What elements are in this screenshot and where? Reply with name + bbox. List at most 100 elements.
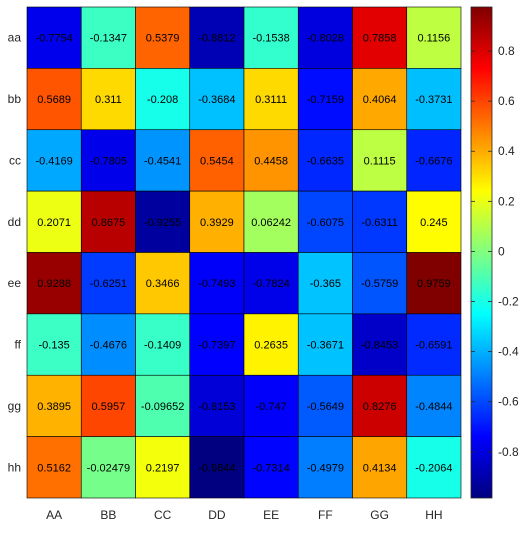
cell-value-label: -0.7314 <box>252 462 289 474</box>
cell-value-label: -0.6676 <box>415 155 452 167</box>
cell-value-label: 0.2071 <box>37 217 71 229</box>
heatmap-cell-dd-EE <box>243 190 299 253</box>
colorbar-tick-label: 0.4 <box>498 144 515 158</box>
colorbar-tick-label: 0 <box>498 244 505 258</box>
heatmap-cell-gg-GG <box>352 374 408 437</box>
cell-value-label: -0.2064 <box>415 462 452 474</box>
cell-value-label: 0.245 <box>420 217 448 229</box>
cell-value-label: 0.7858 <box>363 33 397 45</box>
cell-value-label: 0.9288 <box>37 278 71 290</box>
cell-value-label: -0.7493 <box>198 278 235 290</box>
x-axis-tick-labels: AA BB CC DD EE FF GG HH <box>46 508 442 522</box>
heatmap-cell-aa-AA <box>26 6 82 69</box>
heatmap-cell-cc-EE <box>243 129 299 192</box>
heatmap-cell-ff-HH <box>406 313 462 376</box>
cell-value-label: 0.3929 <box>200 217 234 229</box>
cell-value-label: -0.4844 <box>415 401 452 413</box>
colorbar-tick-label: 0.8 <box>498 44 515 58</box>
x-tick-label: GG <box>370 508 389 522</box>
y-tick-label: bb <box>8 92 22 106</box>
cell-value-label: 0.5162 <box>37 462 71 474</box>
colorbar-tick-label: 0.2 <box>498 194 515 208</box>
colorbar-tick-label: -0.6 <box>498 395 519 409</box>
heatmap-cell-gg-HH <box>406 374 462 437</box>
heatmap-cell-bb-EE <box>243 68 299 131</box>
cell-value-label: 0.8276 <box>363 401 397 413</box>
cell-value-label: -0.135 <box>39 340 70 352</box>
cell-value-label: -0.6591 <box>415 340 452 352</box>
heatmap-cell-cc-CC <box>135 129 191 192</box>
cell-value-label: -0.4979 <box>307 462 344 474</box>
heatmap-cell-cc-GG <box>352 129 408 192</box>
x-tick-label: AA <box>46 508 62 522</box>
cell-value-label: -0.8153 <box>198 401 235 413</box>
cell-value-label: 0.1115 <box>364 155 396 167</box>
cell-value-label: 0.8675 <box>92 217 126 229</box>
cell-value-label: -0.5649 <box>307 401 344 413</box>
heatmap-cell-hh-EE <box>243 436 299 499</box>
heatmap-cell-ff-FF <box>297 313 353 376</box>
y-tick-label: cc <box>9 153 21 167</box>
colorbar <box>470 6 493 499</box>
x-tick-label: HH <box>425 508 442 522</box>
cell-value-label: 0.5379 <box>146 33 180 45</box>
heatmap-cell-cc-FF <box>297 129 353 192</box>
cell-value-label: 0.06242 <box>251 217 291 229</box>
cell-value-label: -0.3684 <box>198 94 235 106</box>
cell-value-label: -0.7159 <box>307 94 344 106</box>
heatmap-cell-cc-BB <box>80 129 136 192</box>
cell-value-label: -0.7824 <box>252 278 289 290</box>
cell-value-label: -0.02479 <box>87 462 130 474</box>
heatmap-cell-labels: -0.7754 -0.1347 0.5379 -0.8812 -0.1538 -0.802… <box>35 33 452 475</box>
heatmap-cell-ee-DD <box>189 252 245 315</box>
x-tick-label: EE <box>263 508 279 522</box>
colorbar-tick-label: -0.2 <box>498 295 519 309</box>
heatmap-cell-ff-BB <box>80 313 136 376</box>
heatmap-cell-hh-DD <box>189 436 245 499</box>
colorbar-tick-label: -0.4 <box>498 345 519 359</box>
heatmap-cell-cc-HH <box>406 129 462 192</box>
cell-value-label: 0.3111 <box>255 94 287 106</box>
cell-value-label: -0.8453 <box>361 340 398 352</box>
heatmap-cell-hh-BB <box>80 436 136 499</box>
heatmap-cell-aa-FF <box>297 6 353 69</box>
cell-value-label: -0.5759 <box>361 278 398 290</box>
cell-value-label: -0.6251 <box>90 278 127 290</box>
heatmap-cell-aa-EE <box>243 6 299 69</box>
heatmap-cell-hh-FF <box>297 436 353 499</box>
heatmap-cell-ee-GG <box>352 252 408 315</box>
heatmap-cell-ff-CC <box>135 313 191 376</box>
cell-value-label: 0.5454 <box>200 155 234 167</box>
heatmap-cell-cc-AA <box>26 129 82 192</box>
cell-value-label: 0.5957 <box>92 401 126 413</box>
x-tick-label: DD <box>208 508 226 522</box>
heatmap-cell-gg-CC <box>135 374 191 437</box>
heatmap-cell-aa-CC <box>135 6 191 69</box>
heatmap-cell-dd-GG <box>352 190 408 253</box>
cell-value-label: 0.1156 <box>417 33 450 45</box>
cell-value-label: 0.3895 <box>37 401 71 413</box>
heatmap-cell-bb-HH <box>406 68 462 131</box>
heatmap-cell-aa-BB <box>80 6 136 69</box>
heatmap-cell-dd-CC <box>135 190 191 253</box>
cell-value-label: -0.365 <box>310 278 341 290</box>
heatmap-cell-bb-GG <box>352 68 408 131</box>
x-tick-label: FF <box>318 508 333 522</box>
cell-value-label: 0.2635 <box>254 340 288 352</box>
heatmap-cell-ff-GG <box>352 313 408 376</box>
cell-value-label: -0.1538 <box>252 33 289 45</box>
y-tick-label: ff <box>15 338 22 352</box>
cell-value-label: 0.3466 <box>146 278 180 290</box>
heatmap-cell-ee-FF <box>297 252 353 315</box>
y-axis-tick-labels: aa bb cc dd ee ff gg hh <box>8 31 22 475</box>
cell-value-label: -0.4676 <box>90 340 127 352</box>
cell-value-label: 0.4458 <box>254 155 288 167</box>
cell-value-label: 0.2197 <box>146 462 180 474</box>
x-tick-label: CC <box>154 508 172 522</box>
cell-value-label: -0.3671 <box>307 340 344 352</box>
heatmap-cell-gg-EE <box>243 374 299 437</box>
y-tick-label: hh <box>8 460 21 474</box>
cell-value-label: -0.1347 <box>90 33 127 45</box>
cell-value-label: -0.8028 <box>307 33 344 45</box>
